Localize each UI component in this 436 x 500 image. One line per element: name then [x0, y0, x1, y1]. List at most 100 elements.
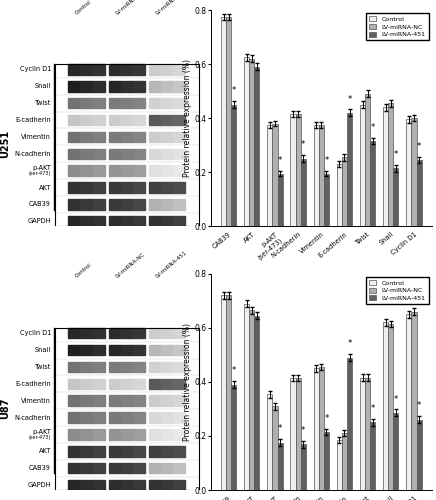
Bar	[324, 174, 329, 226]
Bar	[347, 358, 352, 490]
Bar	[92, 396, 105, 406]
Bar	[133, 396, 145, 406]
Bar	[109, 412, 121, 423]
Bar	[68, 98, 80, 108]
Bar	[109, 148, 121, 159]
Bar	[109, 480, 121, 490]
Bar	[221, 17, 226, 226]
Bar	[109, 199, 121, 209]
Bar	[80, 64, 92, 74]
Bar	[226, 17, 231, 226]
Bar	[149, 98, 161, 108]
Bar	[68, 132, 80, 142]
Legend: Control, LV-miRNA-NC, LV-miRNA-451: Control, LV-miRNA-NC, LV-miRNA-451	[366, 277, 429, 304]
Text: *: *	[301, 140, 305, 149]
Bar	[133, 328, 145, 338]
Text: *: *	[347, 339, 352, 348]
Bar	[80, 396, 92, 406]
Bar	[55, 328, 199, 490]
Bar	[121, 166, 133, 176]
Bar	[109, 64, 121, 74]
Bar	[173, 345, 185, 356]
Bar	[68, 81, 80, 92]
Bar	[231, 384, 236, 490]
Bar	[109, 463, 121, 473]
Bar	[80, 115, 92, 126]
Text: *: *	[371, 123, 375, 132]
Bar	[173, 480, 185, 490]
Text: *: *	[324, 414, 328, 422]
Bar	[92, 362, 105, 372]
Bar	[92, 463, 105, 473]
Bar	[149, 345, 161, 356]
Bar	[121, 429, 133, 440]
Bar	[133, 412, 145, 423]
Bar	[393, 413, 399, 490]
Bar	[416, 160, 422, 226]
Text: U251: U251	[0, 130, 10, 158]
Y-axis label: Protein relative expression (%): Protein relative expression (%)	[183, 323, 192, 441]
Text: LV-miRNA-NC: LV-miRNA-NC	[115, 0, 146, 16]
Bar	[121, 216, 133, 226]
Bar	[161, 328, 173, 338]
Bar	[173, 148, 185, 159]
Bar	[121, 328, 133, 338]
Bar	[133, 166, 145, 176]
Bar	[92, 182, 105, 192]
Text: *: *	[394, 394, 398, 404]
Bar	[149, 396, 161, 406]
Bar	[121, 463, 133, 473]
Bar	[80, 98, 92, 108]
Text: LV-miRNA-451: LV-miRNA-451	[155, 0, 188, 16]
Bar	[92, 148, 105, 159]
Bar	[161, 166, 173, 176]
Bar	[173, 199, 185, 209]
Text: p-AKT: p-AKT	[32, 165, 51, 171]
Bar	[173, 81, 185, 92]
Text: U87: U87	[0, 397, 10, 418]
Bar	[92, 64, 105, 74]
Bar	[149, 480, 161, 490]
Bar	[149, 463, 161, 473]
Bar	[80, 199, 92, 209]
Text: *: *	[371, 404, 375, 413]
Bar	[272, 124, 277, 226]
Bar	[68, 463, 80, 473]
Bar	[296, 114, 301, 226]
Bar	[68, 115, 80, 126]
Bar	[133, 98, 145, 108]
Bar	[173, 115, 185, 126]
Bar	[133, 132, 145, 142]
Bar	[244, 58, 249, 226]
Bar	[290, 114, 296, 226]
Bar	[173, 362, 185, 372]
Bar	[121, 378, 133, 389]
Bar	[173, 166, 185, 176]
Bar	[324, 432, 329, 490]
Bar	[109, 166, 121, 176]
Bar	[406, 120, 412, 226]
Bar	[133, 216, 145, 226]
Bar	[149, 115, 161, 126]
Bar	[337, 440, 342, 490]
Text: E-cadherin: E-cadherin	[15, 117, 51, 123]
Bar	[161, 362, 173, 372]
Bar	[68, 216, 80, 226]
Bar	[80, 166, 92, 176]
Bar	[92, 345, 105, 356]
Text: (ser-473): (ser-473)	[29, 434, 51, 440]
Bar	[133, 480, 145, 490]
Bar	[133, 182, 145, 192]
Text: Control: Control	[75, 262, 93, 279]
Bar	[149, 182, 161, 192]
Bar	[121, 396, 133, 406]
Bar	[267, 125, 272, 226]
Bar	[68, 166, 80, 176]
Bar	[133, 345, 145, 356]
Bar	[133, 429, 145, 440]
Bar	[121, 64, 133, 74]
Bar	[161, 64, 173, 74]
Bar	[173, 463, 185, 473]
Bar	[342, 158, 347, 226]
Bar	[121, 362, 133, 372]
